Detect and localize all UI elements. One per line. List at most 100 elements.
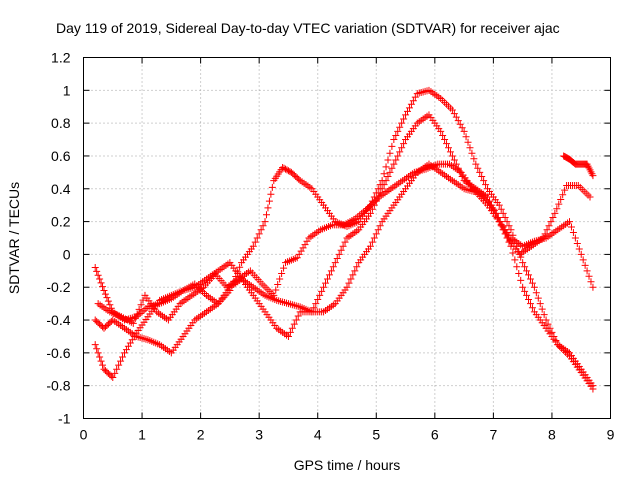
data-point-interp (380, 181, 388, 189)
data-point-interp (549, 213, 557, 221)
data-point-interp (349, 271, 357, 279)
data-point-interp (543, 226, 551, 234)
data-point-interp (329, 263, 337, 271)
data-point (100, 287, 108, 295)
data-point-interp (280, 264, 288, 272)
data-point (366, 209, 374, 217)
data-point-interp (94, 271, 102, 279)
data-point-interp (259, 222, 267, 230)
data-point-interp (353, 263, 361, 271)
data-point-interp (368, 238, 376, 246)
x-tick-label: 1 (138, 427, 146, 443)
data-point-interp (468, 149, 476, 157)
data-point-interp (133, 310, 141, 318)
data-point-interp (392, 131, 400, 139)
data-point-interp (555, 200, 563, 208)
y-tick-label: -0.8 (46, 378, 70, 394)
data-point-interp (405, 104, 413, 112)
data-point (589, 385, 597, 393)
data-point-interp (111, 369, 119, 377)
data-point-interp (283, 166, 291, 174)
data-point-interp (265, 197, 273, 205)
data-points-layer (91, 86, 597, 393)
data-point (586, 193, 594, 201)
data-point-interp (104, 297, 112, 305)
data-point-interp (478, 172, 486, 180)
data-point-interp (97, 279, 105, 287)
data-point-interp (526, 300, 534, 308)
data-point-interp (101, 290, 109, 298)
data-point (331, 259, 339, 267)
data-point-interp (294, 312, 302, 320)
data-point-interp (99, 361, 107, 369)
data-point-interp (579, 256, 587, 264)
data-point (507, 226, 515, 234)
data-point-interp (388, 164, 396, 172)
data-point-interp (327, 267, 335, 275)
data-point-interp (485, 197, 493, 205)
data-point-interp (587, 278, 595, 286)
data-point-interp (394, 127, 402, 135)
data-point-interp (394, 152, 402, 160)
y-tick-label: 0.4 (51, 181, 71, 197)
data-point-interp (106, 301, 114, 309)
data-point-interp (443, 140, 451, 148)
data-point-interp (257, 226, 265, 234)
data-point (539, 234, 547, 242)
data-point-interp (501, 213, 509, 221)
data-point-interp (135, 305, 143, 313)
data-point (495, 201, 503, 209)
y-tick-label: 1 (63, 82, 71, 98)
data-point (284, 332, 292, 340)
data-point-interp (380, 170, 388, 178)
data-point-interp (335, 250, 343, 258)
x-tick-label: 6 (431, 427, 439, 443)
x-tick-label: 5 (372, 427, 380, 443)
data-point-interp (131, 315, 139, 323)
data-point-interp (292, 316, 300, 324)
x-tick-label: 9 (607, 427, 615, 443)
data-point-interp (502, 230, 510, 238)
data-point-interp (137, 301, 145, 309)
data-point-interp (538, 305, 546, 313)
data-point-interp (450, 110, 458, 118)
data-point-interp (253, 234, 261, 242)
data-point-interp (272, 286, 280, 294)
y-tick-label: 0.6 (51, 148, 71, 164)
data-point-interp (498, 222, 506, 230)
data-point (390, 160, 398, 168)
data-point-interp (411, 93, 419, 101)
data-point (270, 291, 278, 299)
data-point (279, 163, 287, 171)
data-point-interp (441, 136, 449, 144)
data-point-interp (372, 230, 380, 238)
data-point-interp (439, 131, 447, 139)
data-point-interp (341, 238, 349, 246)
data-point-interp (567, 223, 575, 231)
data-point-interp (532, 289, 540, 297)
y-tick-label: 1.2 (51, 50, 71, 66)
data-point-interp (382, 177, 390, 185)
data-point-interp (559, 191, 567, 199)
data-point-interp (456, 120, 464, 128)
data-point-interp (536, 300, 544, 308)
y-tick-label: 0.2 (51, 214, 71, 230)
data-point (91, 341, 99, 349)
data-point (249, 242, 257, 250)
data-point-interp (499, 209, 507, 217)
data-point-interp (517, 276, 525, 284)
data-point-interp (462, 133, 470, 141)
data-point-interp (93, 267, 101, 275)
data-point (390, 136, 398, 144)
data-point-interp (496, 218, 504, 226)
data-point-interp (515, 270, 523, 278)
data-point-interp (446, 148, 454, 156)
data-point-interp (553, 205, 561, 213)
data-point-interp (119, 353, 127, 361)
data-point-interp (400, 115, 408, 123)
data-point (448, 106, 456, 114)
data-point-interp (398, 144, 406, 152)
data-point-interp (528, 304, 536, 312)
data-point-interp (544, 320, 552, 328)
data-point-interp (500, 226, 508, 234)
